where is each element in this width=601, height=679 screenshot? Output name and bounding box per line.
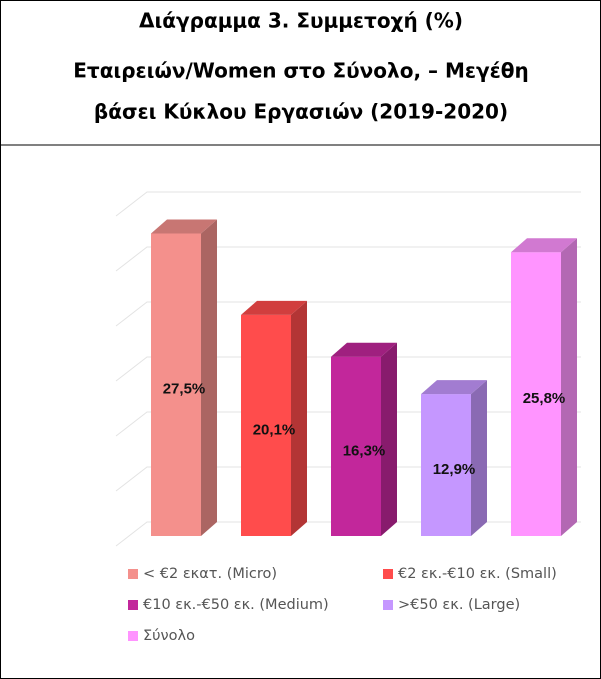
grid-line: [115, 246, 581, 272]
legend-label: €10 εκ.-€50 εκ. (Medium): [143, 597, 329, 613]
bar-top: [331, 342, 397, 357]
bar: [241, 300, 307, 536]
value-label: 16,3%: [343, 442, 386, 459]
bar-front: [331, 356, 381, 536]
bar: [511, 238, 577, 536]
bar-front: [241, 314, 291, 536]
grid-line: [115, 191, 581, 217]
bar-top: [421, 380, 487, 395]
value-label: 12,9%: [433, 461, 476, 478]
bar-top: [511, 238, 577, 253]
bar: [331, 342, 397, 536]
legend-swatch: [128, 600, 138, 610]
bar-top: [151, 219, 217, 234]
legend-swatch: [128, 631, 138, 641]
legend-swatch: [383, 569, 393, 579]
bar-side: [381, 342, 397, 536]
chart-title: βάσει Κύκλου Εργασιών (2019-2020): [94, 100, 508, 124]
value-label: 27,5%: [163, 381, 206, 398]
bar-side: [561, 238, 577, 536]
bar: [421, 380, 487, 536]
legend-swatch: [383, 600, 393, 610]
value-label: 20,1%: [253, 421, 296, 438]
value-label: 25,8%: [523, 390, 566, 407]
bar: [151, 219, 217, 536]
bar-top: [241, 300, 307, 315]
chart-title: Διάγραμμα 3. Συμμετοχή (%): [139, 9, 463, 33]
bar-front: [421, 394, 471, 536]
bar-side: [291, 300, 307, 536]
legend-swatch: [128, 569, 138, 579]
bar-front: [151, 233, 201, 536]
bar-side: [201, 219, 217, 536]
grid-line: [115, 356, 581, 382]
grid-line: [115, 301, 581, 327]
bar-side: [471, 380, 487, 536]
legend-label: < €2 εκατ. (Micro): [143, 566, 277, 582]
legend-label: Σύνολο: [143, 628, 195, 644]
legend-label: €2 εκ.-€10 εκ. (Small): [398, 566, 557, 582]
bar-front: [511, 252, 561, 536]
legend-label: >€50 εκ. (Large): [398, 597, 520, 613]
chart-title: Εταιρειών/Women στο Σύνολο, – Μεγέθη: [73, 59, 528, 83]
